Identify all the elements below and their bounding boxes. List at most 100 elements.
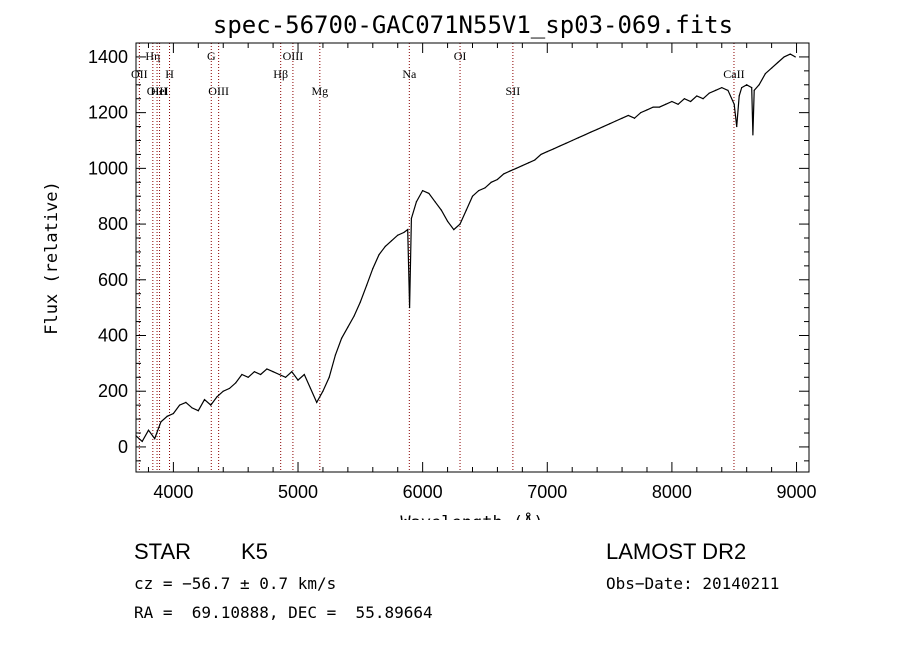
spectrum-point-45	[408, 307, 411, 309]
spectrum-point-97	[727, 89, 729, 91]
spectrum-point-56	[471, 195, 474, 197]
spectrum-point-34	[347, 326, 349, 328]
spectrum-point-73	[577, 137, 580, 139]
spectrum-point-46	[410, 217, 413, 220]
spectrum-point-50	[434, 201, 436, 203]
spectrum-point-105	[753, 89, 755, 91]
spectrum-point-71	[565, 142, 567, 144]
spectrum-point-77	[602, 125, 604, 128]
spectrum-point-3	[154, 437, 156, 440]
y-axis-label: Flux (relative)	[42, 181, 62, 335]
spectrum-point-21	[266, 368, 268, 370]
line-label-9: Mg	[311, 84, 328, 98]
spectrum-point-27	[303, 373, 305, 376]
spectrum-point-44	[407, 229, 409, 231]
spectrum-point-66	[534, 159, 536, 161]
spectrum-point-92	[696, 95, 698, 97]
object-subclass: K5	[241, 539, 268, 564]
spectrum-point-15	[228, 387, 231, 390]
spectrum-point-88	[671, 100, 673, 103]
line-label-4: H	[165, 67, 174, 81]
spectrum-line	[135, 53, 796, 443]
spectrum-point-85	[652, 106, 654, 108]
spectrum-point-110	[783, 56, 785, 58]
y-tick-label-4: 800	[98, 214, 128, 234]
spectrum-point-70	[559, 145, 561, 147]
spectrum-point-61	[503, 173, 505, 175]
spectrum-point-48	[422, 190, 424, 192]
spectrum-point-63	[515, 167, 517, 169]
spectrum-point-108	[771, 67, 773, 69]
spectrum-point-81	[627, 114, 629, 117]
spectrum-point-82	[633, 117, 636, 119]
line-label-3: HeI	[151, 84, 169, 98]
spectrum-point-90	[683, 98, 685, 100]
coordinates: RA = 69.10888, DEC = 55.89664	[134, 603, 433, 622]
spectrum-point-14	[222, 390, 224, 392]
spectrum-point-98	[733, 103, 735, 105]
y-tick-label-6: 1200	[88, 103, 128, 123]
spectrum-point-42	[397, 234, 399, 236]
spectrum-point-53	[453, 229, 455, 231]
x-tick-label-4: 8000	[652, 482, 692, 502]
spectrum-point-7	[179, 404, 181, 406]
x-tick-label-1: 5000	[278, 482, 318, 502]
y-tick-label-1: 200	[98, 381, 128, 401]
chart-title: spec-56700-GAC071N55V1_sp03-069.fits	[213, 11, 733, 39]
x-tick-label-5: 9000	[777, 482, 817, 502]
x-tick-label-3: 7000	[527, 482, 567, 502]
spectrum-point-37	[365, 284, 368, 286]
spectrum-point-11	[203, 398, 206, 401]
spectrum-point-10	[197, 410, 199, 412]
line-label-6: OIII	[208, 84, 229, 98]
spectrum-point-62	[509, 170, 511, 172]
spectrum-point-16	[235, 382, 237, 384]
spectrum-point-94	[708, 92, 710, 94]
spectrum-point-20	[260, 373, 262, 376]
spectrum-point-47	[415, 201, 418, 203]
spectrum-point-74	[584, 134, 586, 136]
spectrum-point-24	[284, 376, 287, 378]
spectrum-series	[135, 53, 796, 443]
survey-name: LAMOST DR2	[606, 539, 747, 564]
line-label-10: Na	[402, 67, 417, 81]
spectrum-point-38	[372, 268, 374, 270]
spectrum-point-102	[746, 84, 748, 86]
line-label-7: Hβ	[273, 67, 288, 81]
spectrum-point-6	[172, 412, 174, 415]
line-label-8: OIII	[283, 49, 304, 63]
spectrum-point-75	[590, 131, 592, 133]
line-label-0: OII	[131, 67, 148, 81]
spectrum-chart: spec-56700-GAC071N55V1_sp03-069.fits OII…	[42, 11, 817, 520]
spectrum-point-101	[741, 86, 743, 89]
spectrum-point-35	[353, 315, 355, 317]
object-class: STAR	[134, 539, 192, 564]
spectrum-point-33	[341, 337, 343, 339]
spectrum-point-72	[571, 139, 573, 142]
spectrum-point-59	[490, 181, 492, 183]
spectrum-point-55	[465, 209, 467, 211]
spectrum-point-26	[297, 379, 299, 381]
x-tick-label-2: 6000	[403, 482, 443, 502]
spectrum-point-109	[777, 61, 779, 64]
spectrum-point-87	[665, 103, 667, 105]
spectrum-point-19	[253, 371, 255, 373]
spectrum-point-80	[621, 117, 623, 119]
spectrum-point-13	[216, 396, 218, 398]
spectrum-point-41	[390, 240, 393, 242]
redshift-readout: cz = −56.7 ± 0.7 km/s	[134, 574, 337, 593]
spectrum-point-43	[403, 231, 405, 234]
spectrum-point-9	[191, 407, 193, 409]
spectrum-point-32	[334, 354, 337, 356]
spectrum-point-86	[658, 106, 661, 108]
spectrum-point-76	[596, 128, 598, 130]
spectrum-point-79	[615, 120, 617, 122]
spectrum-point-49	[428, 192, 430, 195]
spectrum-point-111	[789, 53, 791, 55]
line-label-12: SII	[506, 84, 521, 98]
line-label-11: OI	[454, 49, 467, 63]
spectrum-point-112	[794, 56, 796, 58]
spectrum-point-4	[160, 421, 162, 423]
spectrum-point-12	[210, 404, 212, 406]
